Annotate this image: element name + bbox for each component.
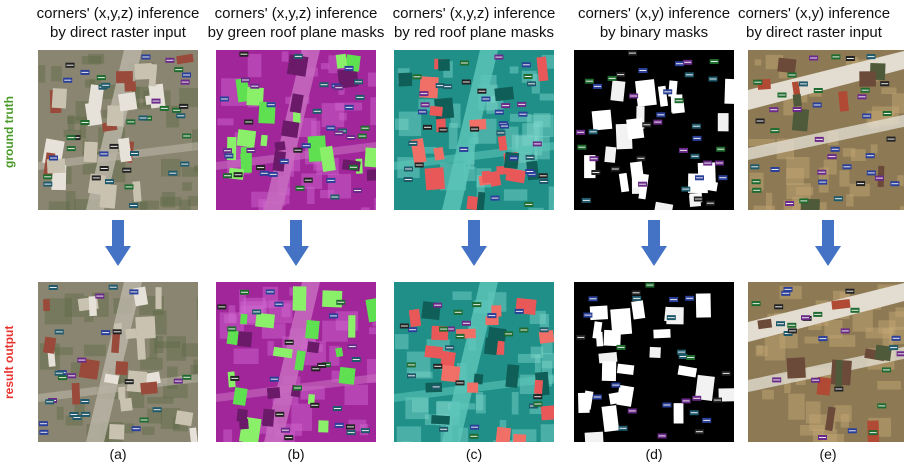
down-arrow-a xyxy=(105,220,131,266)
column-title-d: corners' (x,y) inference by binary masks xyxy=(564,4,744,42)
column-title-d-line1: corners' (x,y) inference xyxy=(577,5,731,22)
caption-b: (b) xyxy=(287,446,305,462)
panel-a-result xyxy=(38,282,198,442)
panel-b-result xyxy=(216,282,376,442)
column-title-e: corners' (x,y) inference by direct raste… xyxy=(724,4,904,42)
row-label-ground-truth: ground truth xyxy=(2,96,16,168)
column-title-c-line1: corners' (x,y,z) inference xyxy=(392,5,556,22)
panel-d-ground-truth xyxy=(574,50,734,210)
down-arrow-c xyxy=(461,220,487,266)
caption-c: (c) xyxy=(465,446,483,462)
column-title-b-line2: by green roof plane masks xyxy=(207,24,385,41)
column-title-b: corners' (x,y,z) inference by green roof… xyxy=(206,4,386,42)
column-title-c: corners' (x,y,z) inference by red roof p… xyxy=(384,4,564,42)
column-title-c-line2: by red roof plane masks xyxy=(393,24,555,41)
caption-a: (a) xyxy=(109,446,127,462)
down-arrow-b xyxy=(283,220,309,266)
panel-a-ground-truth xyxy=(38,50,198,210)
caption-d: (d) xyxy=(645,446,663,462)
column-title-b-line1: corners' (x,y,z) inference xyxy=(214,5,378,22)
panel-c-ground-truth xyxy=(394,50,554,210)
panel-b-ground-truth xyxy=(216,50,376,210)
caption-e: (e) xyxy=(819,446,837,462)
row-label-result-output: result output xyxy=(2,325,16,399)
panel-e-ground-truth xyxy=(748,50,904,210)
panel-c-result xyxy=(394,282,554,442)
panel-d-result xyxy=(574,282,734,442)
column-title-d-line2: by binary masks xyxy=(599,24,709,41)
down-arrow-e xyxy=(815,220,841,266)
column-title-a-line1: corners' (x,y,z) inference xyxy=(36,5,200,22)
down-arrow-d xyxy=(641,220,667,266)
column-title-e-line1: corners' (x,y) inference xyxy=(737,5,891,22)
column-title-a-line2: by direct raster input xyxy=(50,24,186,41)
column-title-e-line2: by direct raster input xyxy=(746,24,882,41)
column-title-a: corners' (x,y,z) inference by direct ras… xyxy=(28,4,208,42)
panel-e-result xyxy=(748,282,904,442)
